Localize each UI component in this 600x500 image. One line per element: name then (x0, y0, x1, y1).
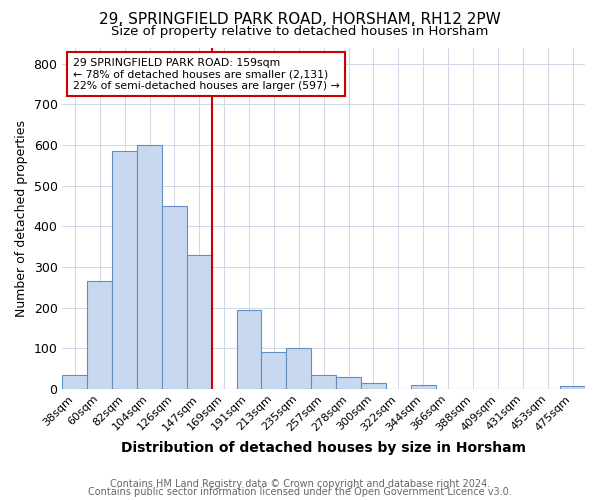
Bar (137, 145, 162, 389)
Y-axis label: Number of detached properties: Number of detached properties (15, 120, 28, 316)
Bar (162, 206, 187, 389)
Bar (187, 254, 212, 389)
Text: Size of property relative to detached houses in Horsham: Size of property relative to detached ho… (112, 25, 488, 38)
Bar (286, 348, 311, 389)
Bar (311, 374, 336, 389)
Bar (361, 382, 386, 389)
Bar (262, 352, 286, 389)
Bar (88, 281, 112, 389)
Bar (411, 385, 436, 389)
Text: 29, SPRINGFIELD PARK ROAD, HORSHAM, RH12 2PW: 29, SPRINGFIELD PARK ROAD, HORSHAM, RH12… (99, 12, 501, 28)
Bar (236, 310, 262, 389)
Bar (62, 374, 88, 389)
X-axis label: Distribution of detached houses by size in Horsham: Distribution of detached houses by size … (121, 441, 526, 455)
Bar (336, 376, 361, 389)
Text: 29 SPRINGFIELD PARK ROAD: 159sqm
← 78% of detached houses are smaller (2,131)
22: 29 SPRINGFIELD PARK ROAD: 159sqm ← 78% o… (73, 58, 340, 91)
Bar (112, 151, 137, 389)
Text: Contains public sector information licensed under the Open Government Licence v3: Contains public sector information licen… (88, 487, 512, 497)
Bar (560, 386, 585, 389)
Text: Contains HM Land Registry data © Crown copyright and database right 2024.: Contains HM Land Registry data © Crown c… (110, 479, 490, 489)
